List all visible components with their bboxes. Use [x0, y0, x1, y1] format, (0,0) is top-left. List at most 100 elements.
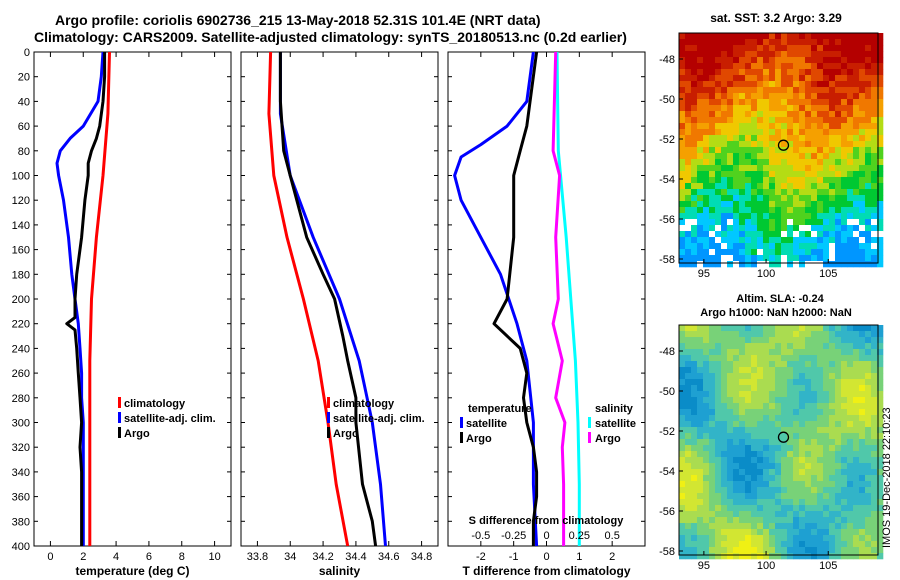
map-cell — [841, 171, 848, 178]
map-cell — [745, 105, 752, 112]
map-cell — [745, 177, 752, 184]
map-cell — [829, 367, 836, 374]
map-cell — [799, 255, 806, 262]
map-cell — [793, 517, 800, 524]
map-cell — [703, 99, 710, 106]
map-cell — [679, 159, 686, 166]
map-cell — [721, 541, 728, 548]
legend-swatch — [460, 417, 463, 428]
map-cell — [853, 183, 860, 190]
map-cell — [697, 147, 704, 154]
map-cell — [757, 69, 764, 76]
map-cell — [829, 385, 836, 392]
map-cell — [853, 165, 860, 172]
map-cell — [877, 135, 884, 142]
map-cell — [721, 147, 728, 154]
map-cell — [859, 343, 866, 350]
map-cell — [787, 231, 794, 238]
map-cell — [739, 487, 746, 494]
map-cell — [877, 505, 884, 512]
map-cell — [727, 367, 734, 374]
map-cell — [781, 325, 788, 332]
map-cell — [841, 553, 848, 560]
map-cell — [793, 541, 800, 548]
map-cell — [877, 355, 884, 362]
map-cell — [727, 499, 734, 506]
map-cell — [871, 529, 878, 536]
map-cell — [787, 87, 794, 94]
map-cell — [853, 69, 860, 76]
map-cell — [793, 135, 800, 142]
map-cell — [805, 243, 812, 250]
map-cell — [847, 451, 854, 458]
map-cell — [811, 529, 818, 536]
map-cell — [775, 373, 782, 380]
x-tick-label: 100 — [757, 268, 775, 280]
map-cell — [697, 415, 704, 422]
map-cell — [835, 189, 842, 196]
map-cell — [685, 535, 692, 542]
map-cell — [703, 141, 710, 148]
map-cell — [841, 409, 848, 416]
map-cell — [685, 361, 692, 368]
map-cell — [787, 33, 794, 40]
map-cell — [859, 421, 866, 428]
map-cell — [865, 403, 872, 410]
map-cell — [775, 111, 782, 118]
map-cell — [877, 463, 884, 470]
map-cell — [733, 439, 740, 446]
map-cell — [751, 213, 758, 220]
x-tick-label: 2 — [609, 551, 615, 563]
map-cell — [733, 529, 740, 536]
map-cell — [877, 457, 884, 464]
map-cell — [685, 337, 692, 344]
map-cell — [757, 201, 764, 208]
map-cell — [859, 535, 866, 542]
map-cell — [733, 337, 740, 344]
map-cell — [733, 33, 740, 40]
map-cell — [817, 337, 824, 344]
map-cell — [733, 367, 740, 374]
map-cell — [865, 219, 872, 226]
map-cell — [763, 505, 770, 512]
map-cell — [853, 469, 860, 476]
map-cell — [787, 385, 794, 392]
map-cell — [817, 481, 824, 488]
map-cell — [865, 255, 872, 262]
map-cell — [859, 111, 866, 118]
map-cell — [793, 81, 800, 88]
map-cell — [811, 105, 818, 112]
map-cell — [745, 129, 752, 136]
map-cell — [877, 117, 884, 124]
map-cell — [685, 159, 692, 166]
map-cell — [745, 373, 752, 380]
map-cell — [739, 529, 746, 536]
map-cell — [679, 517, 686, 524]
map-cell — [877, 129, 884, 136]
map-cell — [835, 403, 842, 410]
map-cell — [739, 547, 746, 554]
map-cell — [769, 421, 776, 428]
map-cell — [691, 249, 698, 256]
map-cell — [787, 523, 794, 530]
map-cell — [823, 457, 830, 464]
map-cell — [757, 547, 764, 554]
map-cell — [835, 207, 842, 214]
map-cell — [823, 409, 830, 416]
map-cell — [793, 535, 800, 542]
map-cell — [709, 487, 716, 494]
map-cell — [751, 439, 758, 446]
map-cell — [877, 39, 884, 46]
map-cell — [865, 481, 872, 488]
map-cell — [733, 93, 740, 100]
map-cell — [769, 99, 776, 106]
map-cell — [775, 511, 782, 518]
map-cell — [721, 511, 728, 518]
map-cell — [721, 523, 728, 530]
map-cell — [823, 529, 830, 536]
map-cell — [715, 129, 722, 136]
map-cell — [841, 207, 848, 214]
map-cell — [703, 457, 710, 464]
map-cell — [835, 183, 842, 190]
map-cell — [697, 57, 704, 64]
